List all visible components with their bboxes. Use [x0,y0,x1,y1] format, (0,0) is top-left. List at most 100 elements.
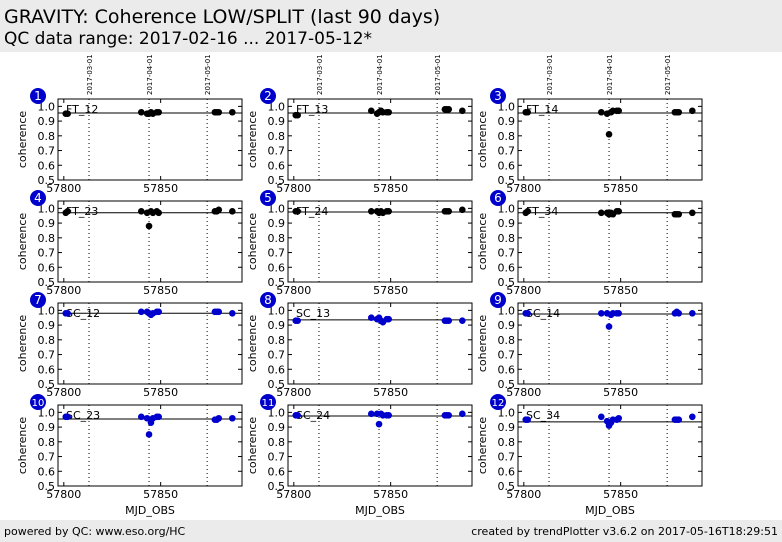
panel-index-text: 12 [492,398,505,409]
y-tick-label: 0.7 [38,145,56,158]
panel-sc-12: 0.5 0.60.7 0.8 0.9 1.0 57800 57850 coherence SC_… [16,292,243,399]
data-point [524,108,531,116]
x-tick-label: 57800 [506,182,541,195]
date-marker-text: 2017-04-01 [606,54,614,95]
y-axis-label: coherence [246,213,259,271]
data-point [524,416,531,424]
panel-label: SC_34 [526,409,560,422]
y-tick-label: 0.6 [498,363,516,376]
date-marker-label: 2017-04-01 [146,54,154,95]
y-axis-label: coherence [246,111,259,169]
date-marker-label: 2017-05-01 [434,54,442,95]
y-tick-label: 0.9 [498,421,516,434]
data-point [367,314,375,322]
data-point [215,414,223,422]
panel-index-text: 11 [262,398,275,409]
x-tick-label: 57800 [276,488,311,501]
y-tick-label: 0.9 [498,217,516,230]
data-point [605,131,613,138]
data-point [675,416,683,424]
date-marker-text: 2017-05-01 [664,54,672,95]
date-marker-label: 2017-03-01 [86,54,94,95]
y-tick-label: 0.5 [498,174,516,187]
y-tick-label: 1.0 [268,406,286,419]
panel-sc-23: 0.5 0.60.7 0.8 0.9 1.0 57800 57850 coherence MJD… [16,394,243,517]
y-tick-label: 0.8 [498,232,516,245]
footer-created: created by trendPlotter v3.6.2 on 2017-0… [471,525,778,538]
panel-index-text: 3 [494,89,502,103]
date-marker-label: 2017-04-01 [376,54,384,95]
data-point [375,420,383,428]
y-tick-label: 0.9 [268,217,286,230]
panel-label: FT_12 [66,103,98,116]
data-point [524,310,531,317]
panel-index-badge [490,394,506,410]
y-tick-label: 0.5 [268,276,286,289]
date-marker-text: 2017-03-01 [86,54,94,95]
panel-label: FT_34 [526,205,558,218]
panel-index-text: 5 [264,191,272,205]
date-marker-text: 2017-05-01 [204,54,212,95]
data-point [615,414,623,422]
data-point [689,413,696,421]
data-point [64,413,71,421]
y-tick-label: 0.7 [268,451,286,464]
date-marker-text: 2017-03-01 [316,54,324,95]
x-tick-label: 57850 [603,182,638,195]
x-tick-label: 57850 [373,488,408,501]
y-tick-label: 0.6 [268,159,286,172]
data-point [229,208,236,215]
y-axis-label-text: coherence [16,315,29,373]
data-point [294,111,301,119]
data-point [155,209,163,217]
y-tick-label: 1.0 [268,304,286,317]
y-axis-label-text: coherence [246,417,259,475]
data-point [64,110,71,118]
x-tick-label: 57850 [143,284,178,297]
x-tick-label: 57850 [603,488,638,501]
y-tick-label: 1.0 [38,100,56,113]
y-tick-label: 0.9 [38,421,56,434]
y-axis-label-text: coherence [476,417,489,475]
y-axis-label-text: coherence [246,111,259,169]
y-axis-label-text: coherence [476,213,489,271]
x-tick-label: 57800 [276,386,311,399]
x-tick-label: 57800 [506,284,541,297]
data-point [615,310,623,317]
y-axis-label-text: coherence [16,111,29,169]
y-tick-label: 1.0 [498,304,516,317]
panel-ft-12: 0.5 0.60.7 0.8 0.9 1.0 57800 57850 coherence FT_… [16,88,243,195]
y-axis-label: coherence [476,417,489,475]
data-point [294,208,301,215]
y-axis-label: coherence [16,315,29,373]
y-tick-label: 0.8 [268,334,286,347]
data-point [675,210,683,218]
panel-ft-23: 0.5 0.60.7 0.8 0.9 1.0 57800 57850 coherence FT_… [16,190,243,297]
y-tick-label: 0.6 [268,261,286,274]
y-axis-label-text: coherence [16,417,29,475]
data-point [137,208,145,215]
panel-index-text: 10 [32,398,45,409]
panel-sc-13: 0.5 0.60.7 0.8 0.9 1.0 57800 57850 coherence SC_… [246,292,473,399]
y-axis-label-text: coherence [476,111,489,169]
x-tick-label: 57850 [373,284,408,297]
panel-label: SC_24 [296,409,330,422]
y-tick-label: 1.0 [38,304,56,317]
data-point [385,108,393,116]
y-tick-label: 0.8 [38,232,56,245]
data-point [367,107,375,115]
x-tick-label: 57800 [506,488,541,501]
x-tick-label: 57850 [373,386,408,399]
data-point [597,209,605,217]
x-tick-label: 57800 [276,182,311,195]
y-tick-label: 0.9 [38,319,56,332]
y-tick-label: 0.6 [38,465,56,478]
x-axis-label: MJD_OBS [355,504,405,517]
data-point [137,108,145,116]
y-tick-label: 0.7 [268,145,286,158]
data-point [597,413,605,421]
data-point [459,206,466,214]
panel-index-badge [260,394,276,410]
panel-index-badge [490,292,506,308]
date-marker-text: 2017-05-01 [434,54,442,95]
